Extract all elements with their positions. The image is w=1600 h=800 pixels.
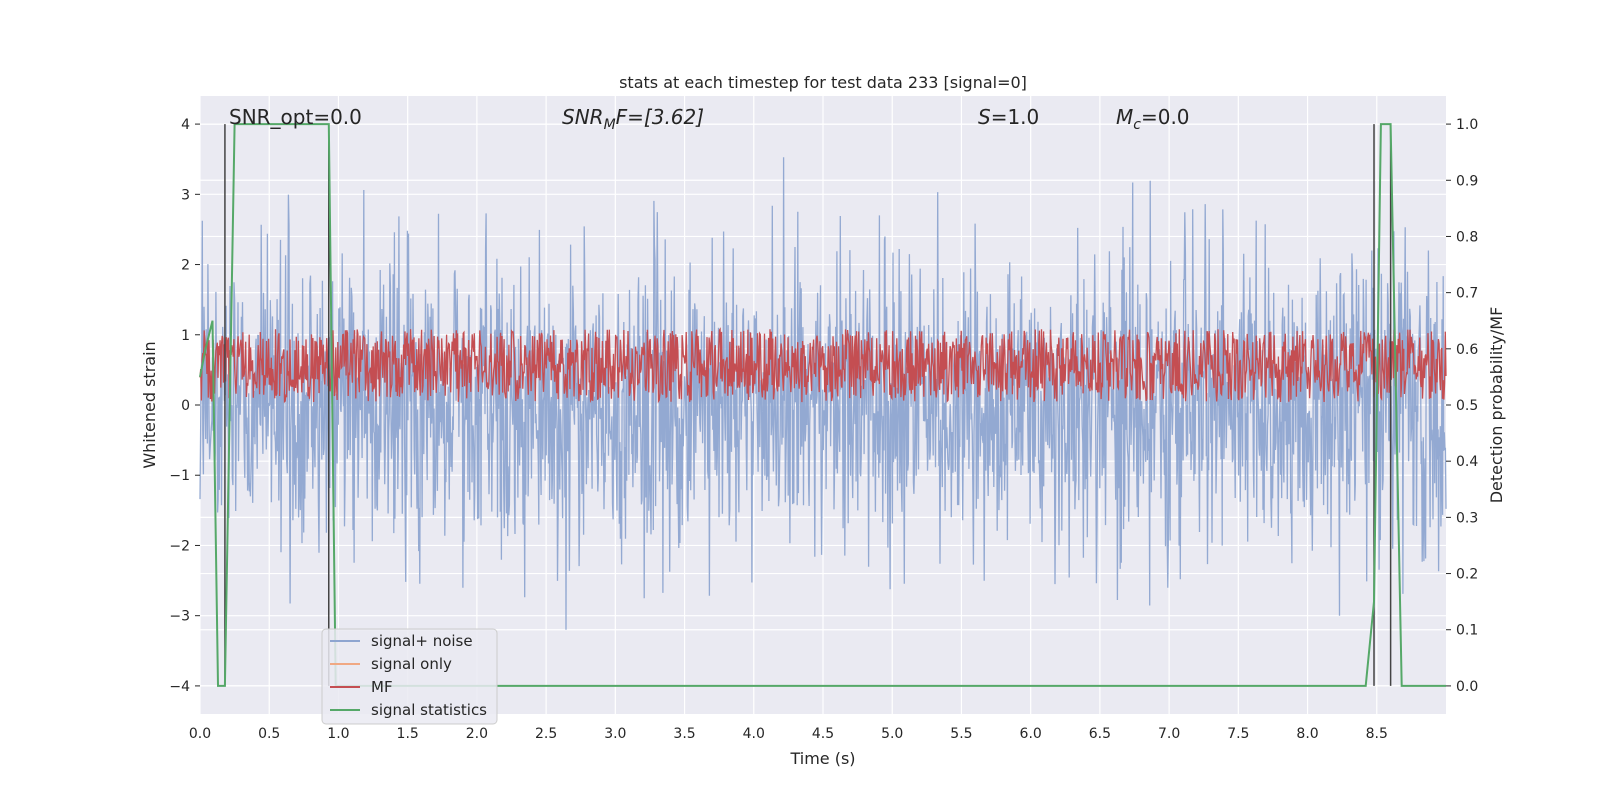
y-tick-label-right: 0.2 — [1456, 567, 1478, 583]
x-tick-label: 7.0 — [1158, 726, 1180, 742]
x-axis-label: Time (s) — [789, 749, 855, 768]
y-tick-label-left: 0 — [181, 398, 190, 414]
y-tick-label-right: 0.4 — [1456, 454, 1478, 470]
y-ticks-left: 4 3 2 1 0 −1 −2 −3 −4 — [169, 117, 200, 695]
x-tick-label: 0.0 — [189, 726, 211, 742]
annotation-s-main: S — [978, 105, 991, 129]
annotation-mc-rest: =0.0 — [1141, 105, 1190, 129]
x-tick-label: 4.5 — [812, 726, 834, 742]
x-tick-label: 3.0 — [604, 726, 626, 742]
y-tick-label-left: 1 — [181, 328, 190, 344]
legend: signal+ noise signal only MF signal stat… — [321, 628, 498, 725]
y-tick-label-right: 0.3 — [1456, 510, 1478, 526]
y-tick-label-right: 1.0 — [1456, 117, 1478, 133]
signal-statistics-line — [199, 123, 1446, 687]
x-tick-label: 8.5 — [1366, 726, 1388, 742]
x-tick-label: 8.0 — [1296, 726, 1318, 742]
y-tick-label-left: 2 — [181, 258, 190, 274]
x-tick-label: 0.5 — [258, 726, 280, 742]
y-ticks-right: 1.0 0.9 0.8 0.7 0.6 0.5 0.4 0.3 0.2 0.1 0.0 — [1446, 117, 1478, 695]
y-axis-label-left: Whitened strain — [140, 341, 159, 468]
annotation-snr-mf: SNRMF=[3.62] — [562, 105, 704, 133]
mf-line — [199, 327, 1447, 404]
y-tick-label-right: 0.6 — [1456, 342, 1478, 358]
annotation-mc: Mc=0.0 — [1116, 105, 1190, 133]
annotation-s: S=1.0 — [978, 105, 1039, 129]
legend-label-signal-only: signal only — [371, 655, 452, 673]
y-tick-label-left: −1 — [169, 468, 190, 484]
annotation-mc-sub: c — [1133, 117, 1141, 133]
annotation-s-rest: =1.0 — [991, 105, 1040, 129]
y-tick-label-right: 0.0 — [1456, 679, 1478, 695]
x-tick-label: 3.5 — [673, 726, 695, 742]
y-tick-label-right: 0.7 — [1456, 286, 1478, 302]
x-tick-label: 5.5 — [950, 726, 972, 742]
y-axis-label-right: Detection probability/MF — [1487, 307, 1506, 504]
y-tick-label-right: 0.1 — [1456, 623, 1478, 639]
series-mf — [199, 327, 1447, 404]
x-tick-label: 2.5 — [535, 726, 557, 742]
y-tick-label-right: 0.5 — [1456, 398, 1478, 414]
chart-title: stats at each timestep for test data 233… — [619, 73, 1027, 92]
y-tick-label-left: 3 — [181, 187, 190, 203]
x-tick-label: 5.0 — [881, 726, 903, 742]
x-tick-label: 7.5 — [1227, 726, 1249, 742]
x-tick-label: 6.0 — [1020, 726, 1042, 742]
x-ticks: 0.0 0.5 1.0 1.5 2.0 2.5 3.0 3.5 4.0 4.5 5.0 5.5 6.0 6… — [189, 726, 1388, 742]
annotation-mc-main: M — [1116, 105, 1133, 129]
x-tick-label: 6.5 — [1089, 726, 1111, 742]
y-tick-label-left: 4 — [181, 117, 190, 133]
annotation-snr-mf-main: SNR — [562, 105, 604, 129]
x-tick-label: 1.5 — [397, 726, 419, 742]
legend-label-noise: signal+ noise — [371, 632, 473, 650]
annotation-snr-mf-sub: M — [604, 117, 616, 133]
legend-label-stat: signal statistics — [371, 701, 487, 719]
series-signal-noise — [199, 157, 1447, 630]
signal-noise-line — [199, 157, 1447, 630]
y-tick-label-right: 0.8 — [1456, 229, 1478, 245]
x-tick-label: 2.0 — [466, 726, 488, 742]
legend-label-mf: MF — [371, 678, 393, 696]
y-tick-label-right: 0.9 — [1456, 173, 1478, 189]
x-tick-label: 4.0 — [743, 726, 765, 742]
series-signal-statistics — [199, 123, 1446, 687]
annotation-snr-opt: SNR_opt=0.0 — [229, 105, 362, 129]
y-tick-label-left: −3 — [169, 609, 190, 625]
annotation-snr-mf-rest: F=[3.62] — [616, 105, 704, 129]
x-tick-label: 1.0 — [327, 726, 349, 742]
y-tick-label-left: −4 — [169, 679, 190, 695]
legend-box — [321, 628, 498, 725]
y-tick-label-left: −2 — [169, 538, 190, 554]
